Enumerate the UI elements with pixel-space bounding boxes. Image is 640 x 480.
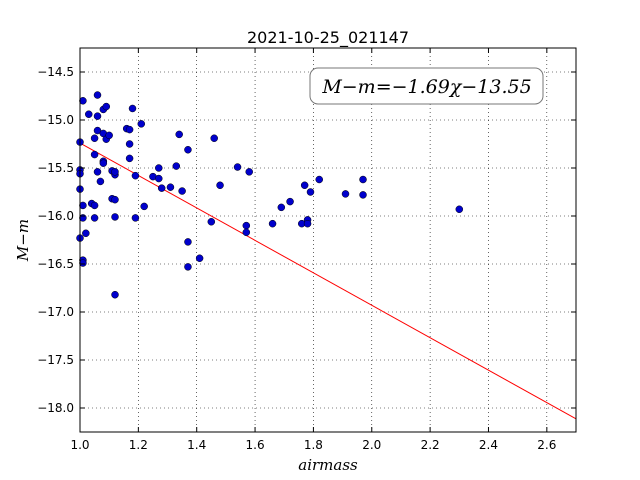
data-point	[300, 181, 309, 190]
data-point	[111, 168, 119, 176]
data-point	[82, 229, 90, 238]
x-tick-label: 1.0	[70, 438, 89, 452]
data-point	[79, 201, 87, 210]
data-point	[105, 131, 113, 140]
x-tick-labels: 1.0 1.2 1.4 1.6 1.8 2.0 2.2 2.4 2.6	[70, 438, 556, 452]
x-tick-label: 1.6	[246, 438, 265, 452]
x-tick-label: 1.4	[187, 438, 206, 452]
data-point	[157, 184, 166, 192]
data-point	[166, 183, 175, 191]
chart-title: 2021-10-25_021147	[247, 28, 409, 48]
x-tick-label: 2.6	[537, 438, 556, 452]
y-tick-labels: −14.5 −15.0 −15.5 −16.0 −16.5 −17.0 −17.5 −18.0	[37, 65, 74, 415]
plot-frame	[79, 47, 577, 433]
plot-area	[80, 48, 576, 432]
data-point	[111, 213, 119, 221]
data-point	[79, 259, 87, 267]
data-point	[210, 134, 218, 142]
data-point	[184, 146, 192, 154]
data-point	[455, 205, 464, 214]
data-point	[125, 140, 134, 148]
data-point	[306, 188, 315, 196]
data-point	[128, 104, 137, 113]
axis-ticks	[79, 48, 576, 432]
x-tick-label: 2.0	[362, 438, 381, 452]
y-tick-label: −16.5	[37, 257, 74, 271]
data-point	[242, 228, 251, 237]
y-tick-label: −18.0	[37, 401, 74, 415]
data-point	[140, 202, 148, 211]
data-point	[233, 163, 242, 171]
y-tick-label: −15.0	[37, 113, 74, 127]
y-axis-label: M−m	[14, 219, 32, 262]
data-point	[155, 164, 163, 172]
equation-box: M−m=−1.69χ−13.55	[309, 67, 544, 105]
data-points	[76, 91, 464, 299]
y-tick-label: −17.5	[37, 353, 74, 367]
data-point	[137, 120, 146, 128]
y-tick-label: −17.0	[37, 305, 74, 319]
data-point	[286, 197, 294, 206]
data-point	[207, 218, 216, 226]
grid	[79, 48, 576, 432]
x-tick-label: 1.2	[129, 438, 148, 452]
x-tick-label: 2.2	[421, 438, 440, 452]
data-point	[90, 134, 99, 142]
y-tick-label: −14.5	[37, 65, 74, 79]
data-point	[85, 110, 93, 118]
data-point	[359, 175, 367, 184]
data-point	[155, 174, 163, 183]
x-tick-label: 2.4	[479, 438, 498, 452]
data-point	[184, 238, 192, 246]
data-point	[195, 254, 204, 262]
data-point	[268, 219, 277, 228]
data-point	[93, 112, 102, 120]
data-point	[216, 181, 224, 190]
data-point	[111, 195, 119, 204]
data-point	[93, 91, 102, 99]
data-point	[99, 159, 108, 167]
y-tick-label: −15.5	[37, 161, 74, 175]
data-point	[359, 191, 367, 199]
x-axis-label: airmass	[298, 456, 358, 474]
data-point	[341, 190, 350, 198]
data-point	[90, 150, 99, 159]
data-point	[242, 221, 251, 230]
equation-text: M−m=−1.69χ−13.55	[321, 76, 531, 98]
data-point	[315, 175, 323, 184]
data-point	[93, 168, 102, 176]
data-point	[184, 263, 192, 271]
data-point	[175, 130, 183, 139]
x-tick-label: 1.8	[304, 438, 323, 452]
data-point	[245, 168, 253, 176]
data-point	[125, 125, 134, 134]
data-point	[90, 214, 99, 222]
data-point	[90, 201, 99, 210]
data-point	[96, 177, 105, 186]
data-point	[131, 214, 140, 222]
data-point	[303, 219, 312, 228]
equation-box-frame	[309, 67, 544, 105]
data-point	[111, 290, 119, 299]
data-point	[125, 154, 134, 163]
data-point	[172, 162, 181, 170]
y-tick-label: −16.0	[37, 209, 74, 223]
data-point	[79, 97, 87, 105]
data-point	[277, 203, 286, 212]
data-point	[178, 187, 186, 195]
data-point	[102, 102, 111, 111]
data-point	[131, 171, 140, 180]
